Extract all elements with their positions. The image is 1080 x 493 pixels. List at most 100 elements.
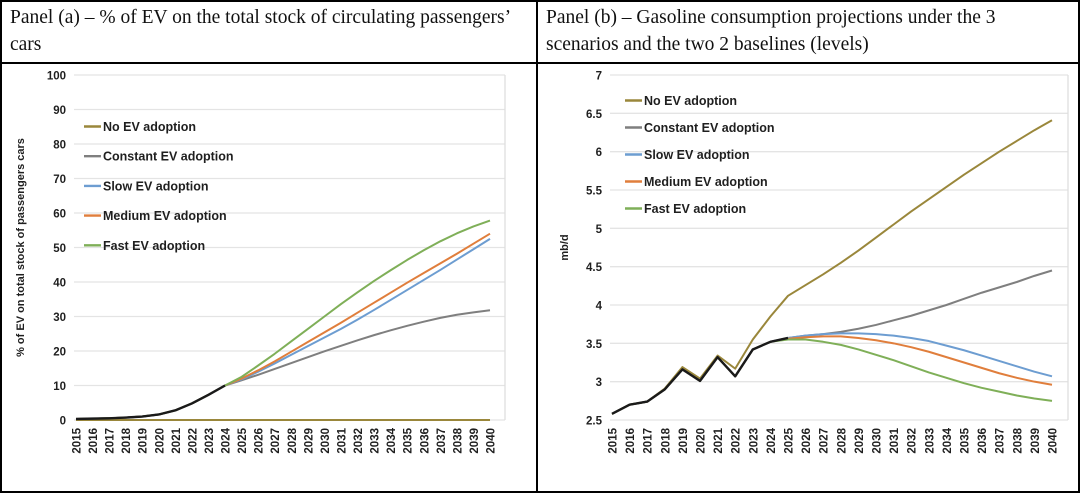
x-tick-label: 2040 xyxy=(1048,428,1060,454)
y-tick-label: 60 xyxy=(53,209,66,221)
legend-item: Constant EV adoption xyxy=(625,121,775,135)
x-tick-label: 2018 xyxy=(121,427,133,453)
y-tick-label: 6 xyxy=(596,147,602,159)
panel-a-title: Panel (a) – % of EV on the total stock o… xyxy=(2,2,538,62)
y-tick-label: 4 xyxy=(596,301,603,313)
legend: No EV adoption Constant EV adoption Slow E… xyxy=(84,120,234,253)
legend-label: Medium EV adoption xyxy=(103,209,227,223)
x-tick-label: 2015 xyxy=(608,427,620,453)
y-tick-label: 4.5 xyxy=(586,262,603,274)
x-tick-label: 2025 xyxy=(784,427,796,453)
x-tick-label: 2021 xyxy=(713,427,725,453)
series-line-no-ev-adoption xyxy=(611,119,1053,415)
y-tick-label: 50 xyxy=(53,243,66,255)
panel-title-row: Panel (a) – % of EV on the total stock o… xyxy=(2,2,1078,64)
legend-item: Fast EV adoption xyxy=(84,239,205,253)
x-tick-label: 2040 xyxy=(486,428,498,454)
x-tick-label: 2031 xyxy=(889,427,901,453)
x-tick-label: 2032 xyxy=(353,428,365,454)
x-tick-label: 2021 xyxy=(171,427,183,453)
x-tick-label: 2027 xyxy=(270,428,282,454)
x-tick-label: 2030 xyxy=(320,428,332,454)
x-tick-label: 2036 xyxy=(419,428,431,454)
legend-label: Medium EV adoption xyxy=(644,175,768,189)
legend-label: No EV adoption xyxy=(103,120,196,134)
x-tick-label: 2033 xyxy=(924,428,936,454)
x-tick-label: 2035 xyxy=(403,427,415,453)
legend-label: Slow EV adoption xyxy=(644,148,750,162)
x-tick-label: 2017 xyxy=(105,428,117,454)
x-tick-label: 2025 xyxy=(237,427,249,453)
y-tick-label: 10 xyxy=(53,381,66,393)
series-line-constant-ev-adoption xyxy=(611,269,1053,415)
gridlines xyxy=(74,74,506,421)
x-tick-label: 2034 xyxy=(386,427,398,453)
x-tick-label: 2019 xyxy=(678,428,690,454)
y-tick-label: 5.5 xyxy=(586,186,603,198)
x-tick-label: 2023 xyxy=(748,428,760,454)
x-tick-label: 2037 xyxy=(436,428,448,454)
x-tick-label: 2022 xyxy=(187,428,199,454)
x-tick-label: 2028 xyxy=(287,427,299,453)
y-tick-label: 5 xyxy=(596,224,603,236)
y-tick-label: 90 xyxy=(53,105,66,117)
panel-a-chart-cell: 0 10 20 30 40 50 60 70 80 90 100 2015 2016 2017 2018 20… xyxy=(2,64,538,491)
y-tick-label: 0 xyxy=(60,416,66,428)
x-tick-label: 2029 xyxy=(854,428,866,454)
series-line-slow-ev-adoption xyxy=(75,238,491,420)
x-tick-label: 2019 xyxy=(138,428,150,454)
legend-label: Constant EV adoption xyxy=(644,121,775,135)
legend-item: Constant EV adoption xyxy=(84,150,234,164)
x-tick-label: 2020 xyxy=(154,428,166,454)
y-tick-label: 40 xyxy=(53,278,66,290)
x-tick-label: 2026 xyxy=(254,428,266,454)
legend-item: Slow EV adoption xyxy=(625,148,750,162)
x-tick-label: 2039 xyxy=(1030,428,1042,454)
legend-item: Fast EV adoption xyxy=(625,202,746,216)
overlapping-baseline-line xyxy=(611,336,789,415)
x-tick-label: 2027 xyxy=(819,428,831,454)
x-tick-label: 2024 xyxy=(221,427,233,453)
x-tick-label: 2038 xyxy=(1012,427,1024,453)
y-axis-label: mb/d xyxy=(559,234,571,260)
y-tick-label: 100 xyxy=(47,71,66,83)
x-tick-label: 2026 xyxy=(801,428,813,454)
x-tick-label: 2036 xyxy=(977,428,989,454)
x-tick-label: 2023 xyxy=(204,428,216,454)
panel-b-title: Panel (b) – Gasoline consumption project… xyxy=(546,7,996,55)
x-tick-label: 2024 xyxy=(766,427,778,453)
legend-item: Medium EV adoption xyxy=(625,175,768,189)
x-tick-label: 2033 xyxy=(370,428,382,454)
x-tick-label: 2020 xyxy=(696,428,708,454)
legend-item: No EV adoption xyxy=(84,120,196,134)
panel-b-chart-cell: 2.5 3 3.5 4 4.5 5 5.5 6 6.5 7 2015 2016 2017 2018 2019… xyxy=(538,64,1078,491)
series-line-constant-ev-adoption xyxy=(75,309,491,420)
y-tick-label: 30 xyxy=(53,312,66,324)
x-tick-label: 2039 xyxy=(469,428,481,454)
overlapping-baseline-line xyxy=(75,384,226,421)
x-tick-label: 2031 xyxy=(336,427,348,453)
y-tick-label: 6.5 xyxy=(586,109,603,121)
panel-b-line-chart: 2.5 3 3.5 4 4.5 5 5.5 6 6.5 7 2015 2016 2017 2018 2019… xyxy=(559,71,1069,454)
series-line-medium-ev-adoption xyxy=(75,232,491,420)
gridlines xyxy=(610,74,1069,421)
y-tick-label: 80 xyxy=(53,140,66,152)
x-tick-label: 2016 xyxy=(625,428,637,454)
x-tick-label: 2016 xyxy=(88,428,100,454)
x-tick-label: 2017 xyxy=(643,428,655,454)
y-tick-label: 2.5 xyxy=(586,416,603,428)
charts-row: 0 10 20 30 40 50 60 70 80 90 100 2015 2016 2017 2018 20… xyxy=(2,64,1078,491)
y-tick-label: 70 xyxy=(53,174,66,186)
legend-label: No EV adoption xyxy=(644,94,737,108)
y-axis-label: % of EV on total stock of passengers car… xyxy=(15,138,27,357)
y-tick-label: 20 xyxy=(53,347,66,359)
x-tick-label: 2037 xyxy=(995,428,1007,454)
legend-label: Fast EV adoption xyxy=(103,239,205,253)
series-line-fast-ev-adoption xyxy=(611,338,1053,415)
legend-label: Constant EV adoption xyxy=(103,150,234,164)
x-tick-label: 2018 xyxy=(660,427,672,453)
legend: No EV adoption Constant EV adoption Slow E… xyxy=(625,94,775,216)
legend-item: No EV adoption xyxy=(625,94,737,108)
x-tick-label: 2029 xyxy=(303,428,315,454)
